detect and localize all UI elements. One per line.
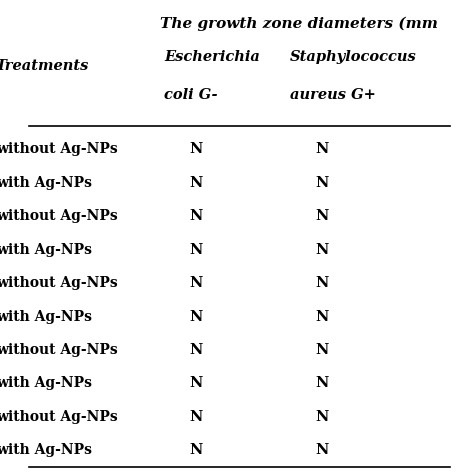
Text: without Ag-NPs: without Ag-NPs: [0, 343, 118, 357]
Text: N: N: [189, 310, 202, 324]
Text: Staphylococcus: Staphylococcus: [290, 50, 417, 64]
Text: with Ag-NPs: with Ag-NPs: [0, 310, 92, 324]
Text: Treatments: Treatments: [0, 59, 89, 73]
Text: N: N: [189, 343, 202, 357]
Text: without Ag-NPs: without Ag-NPs: [0, 276, 118, 290]
Text: N: N: [315, 176, 328, 190]
Text: N: N: [315, 142, 328, 156]
Text: with Ag-NPs: with Ag-NPs: [0, 243, 92, 257]
Text: with Ag-NPs: with Ag-NPs: [0, 176, 92, 190]
Text: N: N: [315, 243, 328, 257]
Text: aureus G+: aureus G+: [290, 88, 376, 102]
Text: Escherichia: Escherichia: [164, 50, 260, 64]
Text: N: N: [189, 243, 202, 257]
Text: N: N: [189, 176, 202, 190]
Text: without Ag-NPs: without Ag-NPs: [0, 410, 118, 424]
Text: N: N: [189, 209, 202, 223]
Text: The growth zone diameters (mm: The growth zone diameters (mm: [160, 17, 438, 31]
Text: N: N: [189, 443, 202, 457]
Text: N: N: [315, 376, 328, 391]
Text: N: N: [315, 276, 328, 290]
Text: with Ag-NPs: with Ag-NPs: [0, 376, 92, 391]
Text: N: N: [189, 142, 202, 156]
Text: N: N: [315, 443, 328, 457]
Text: without Ag-NPs: without Ag-NPs: [0, 142, 118, 156]
Text: N: N: [189, 276, 202, 290]
Text: N: N: [189, 410, 202, 424]
Text: without Ag-NPs: without Ag-NPs: [0, 209, 118, 223]
Text: with Ag-NPs: with Ag-NPs: [0, 443, 92, 457]
Text: N: N: [315, 310, 328, 324]
Text: N: N: [189, 376, 202, 391]
Text: N: N: [315, 410, 328, 424]
Text: N: N: [315, 209, 328, 223]
Text: N: N: [315, 343, 328, 357]
Text: coli G-: coli G-: [164, 88, 218, 102]
